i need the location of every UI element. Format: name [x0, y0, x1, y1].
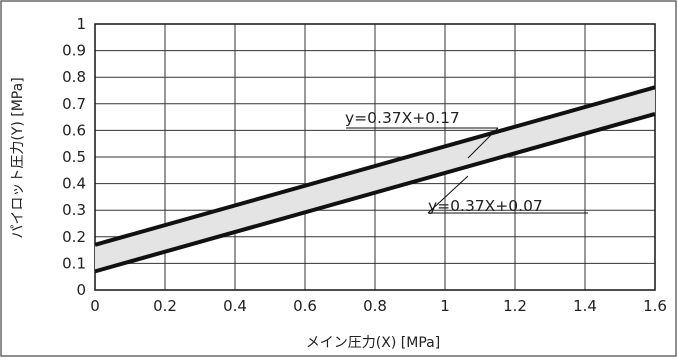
- x-tick-label: 0: [90, 297, 100, 315]
- y-tick-label: 0.2: [62, 228, 86, 246]
- x-tick-label: 1.4: [573, 297, 597, 315]
- y-tick-label: 0.1: [62, 254, 86, 272]
- upper-bound-line: [94, 85, 656, 247]
- y-tick-label: 0.5: [62, 148, 86, 166]
- x-tick-label: 1: [440, 297, 450, 315]
- x-tick-label: 0.4: [223, 297, 247, 315]
- y-tick-label: 0.3: [62, 201, 86, 219]
- x-tick-label: 1.6: [643, 297, 667, 315]
- x-tick-label: 0.6: [293, 297, 317, 315]
- y-tick-label: 0: [76, 281, 86, 299]
- y-tick-label: 1: [76, 15, 86, 33]
- y-tick-label: 0.6: [62, 121, 86, 139]
- lower-label-leader: [427, 175, 469, 214]
- y-tick-label: 0.7: [62, 95, 86, 113]
- x-tick-label: 0.2: [153, 297, 177, 315]
- x-tick-label: 0.8: [363, 297, 387, 315]
- lower-equation-label: y=0.37X+0.07: [428, 197, 543, 215]
- plot-area-border: [94, 23, 656, 291]
- range-band-fill: [95, 87, 655, 272]
- upper-equation-label: y=0.37X+0.17: [345, 109, 460, 127]
- y-tick-label: 0.8: [62, 68, 86, 86]
- x-tick-label: 1.2: [503, 297, 527, 315]
- y-tick-label: 0.4: [62, 175, 86, 193]
- y-tick-label: 0.9: [62, 42, 86, 60]
- x-axis-label: メイン圧力(X) [MPa]: [306, 335, 440, 351]
- upper-label-leader: [467, 127, 499, 159]
- y-axis-label: パイロット圧力(Y) [MPa]: [10, 77, 26, 238]
- lower-bound-line: [94, 111, 656, 274]
